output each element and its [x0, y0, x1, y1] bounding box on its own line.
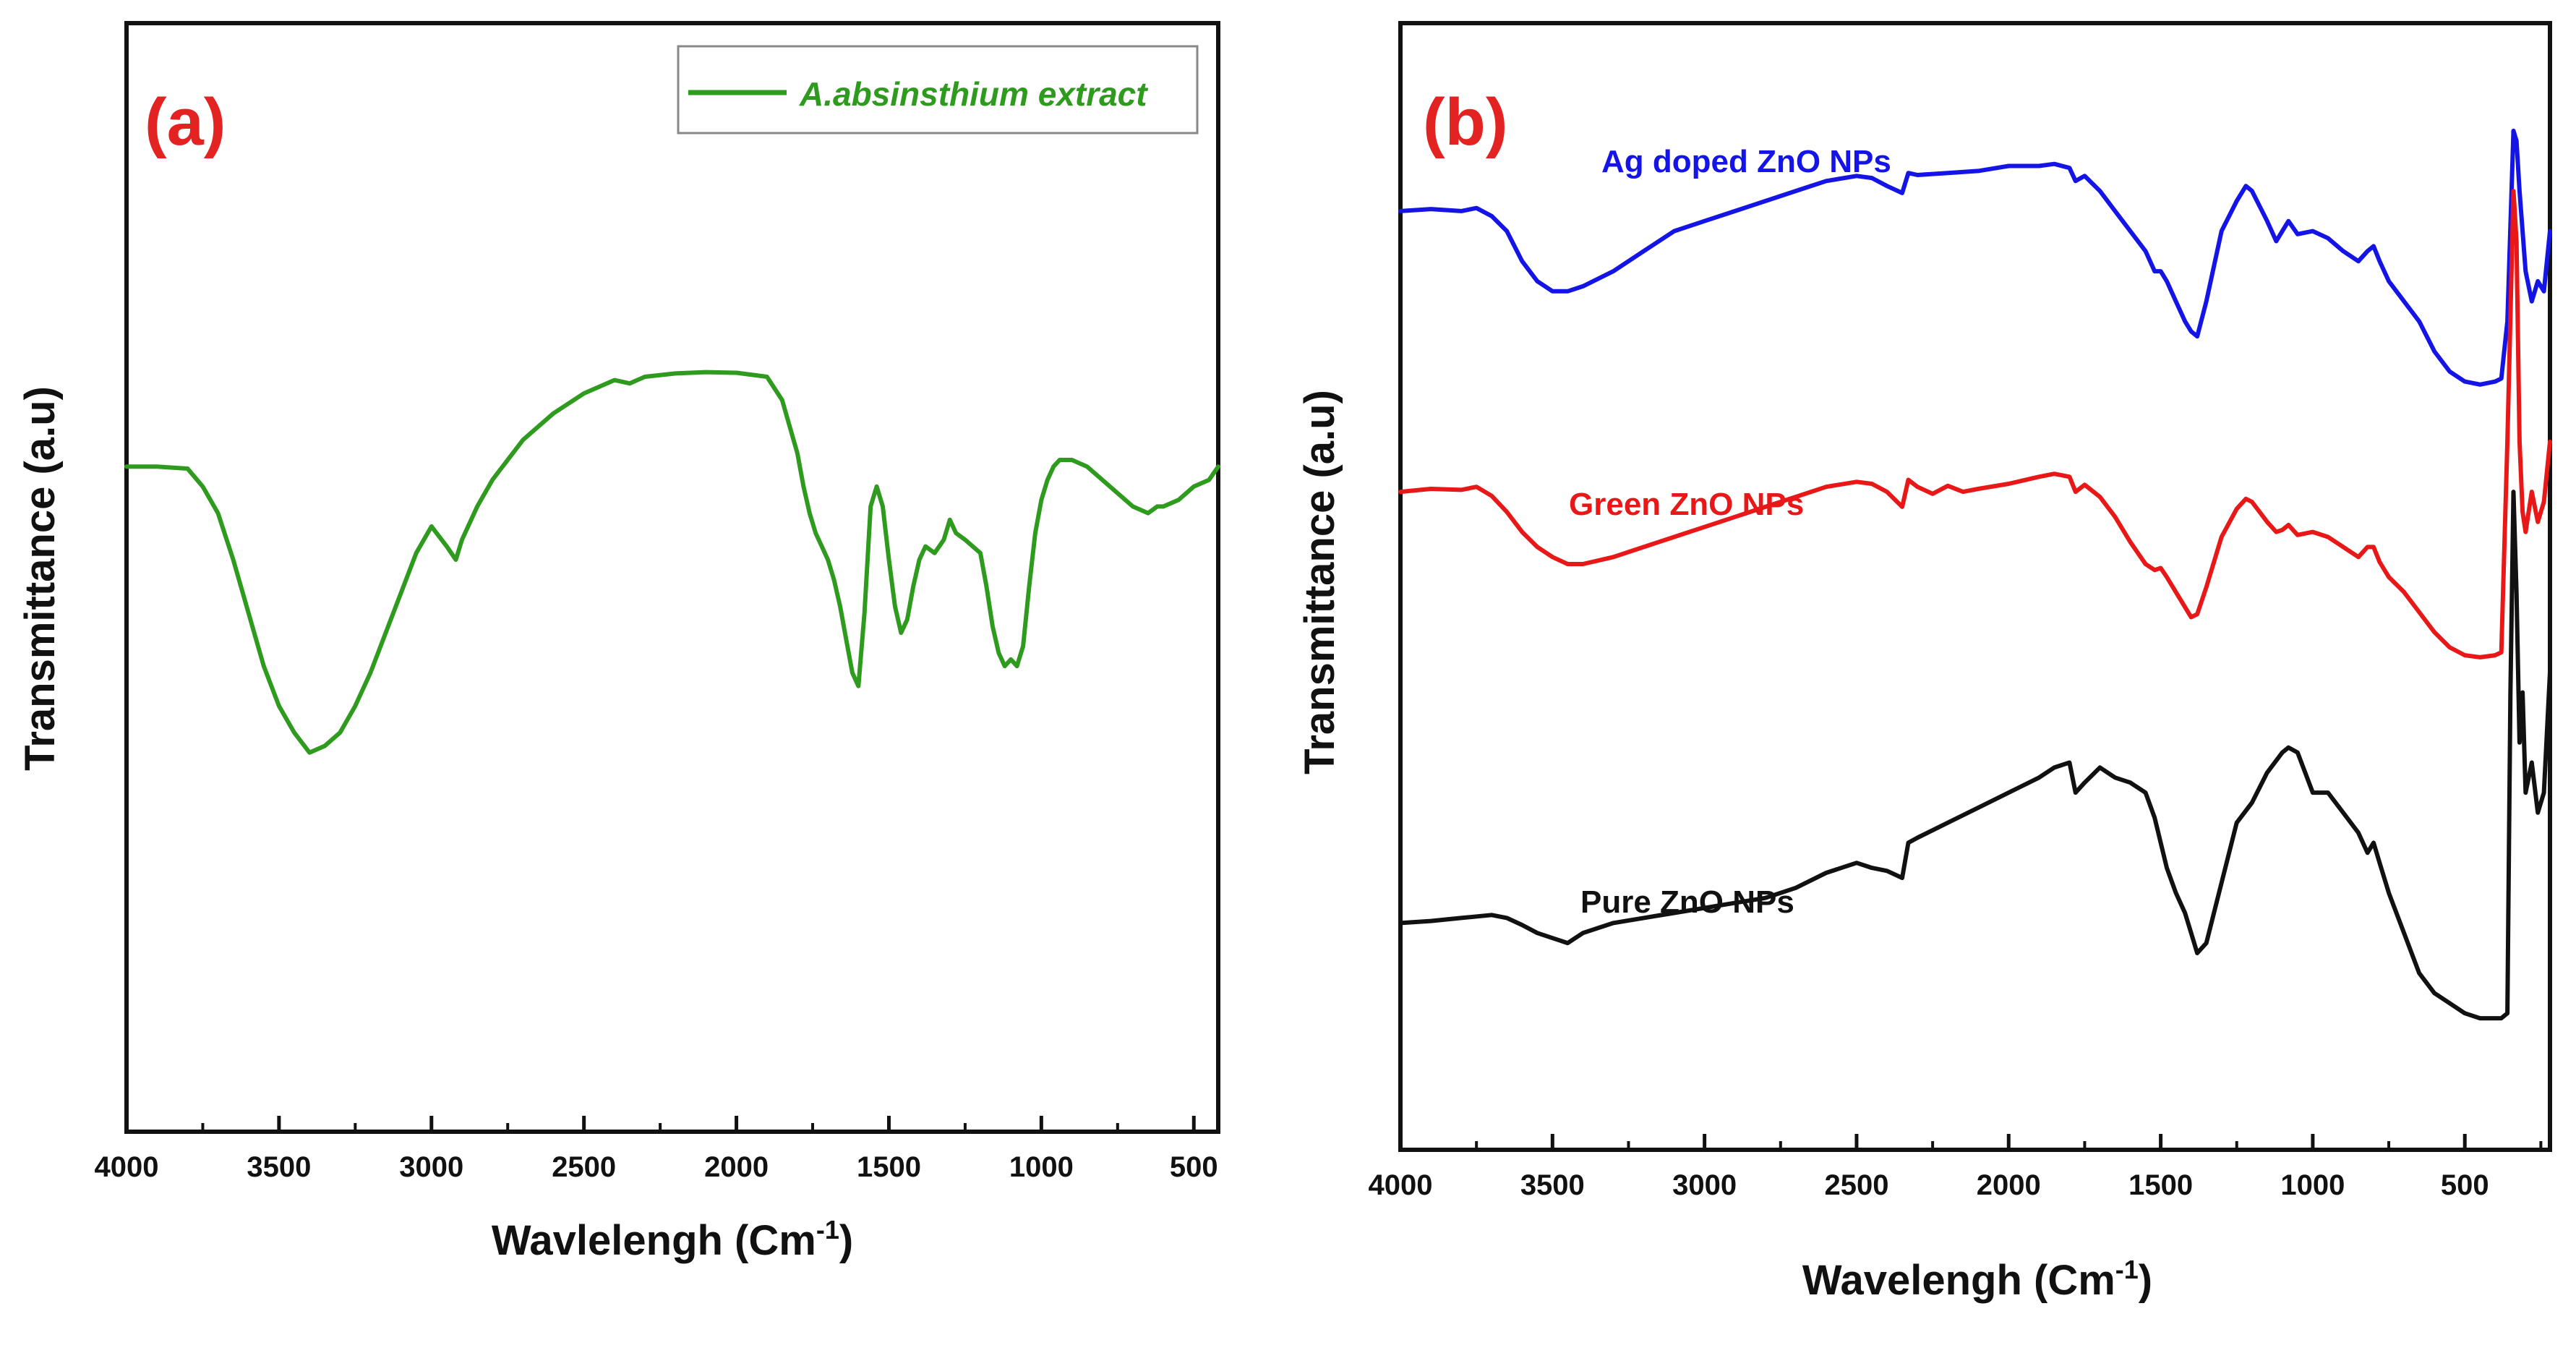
- panel-a-x-axis-label-main: Wavlelengh (Cm: [492, 1217, 816, 1264]
- panel-b-series-label-pure: Pure ZnO NPs: [1580, 884, 1794, 920]
- panel-a-x-tick-label: 2000: [704, 1151, 769, 1183]
- panel-a: 4000 3500 3000 2500 2000 1500 1000 500 (a) A.ab…: [17, 21, 1220, 1264]
- panel-b-x-tick-label: 2000: [1977, 1169, 2041, 1201]
- panel-b-x-axis-label-main: Wavelengh (Cm: [1802, 1257, 2115, 1304]
- panel-a-series-line-0: [124, 370, 1220, 755]
- panel-b-x-axis-label-close: ): [2139, 1257, 2152, 1304]
- panel-a-plot: [124, 370, 1220, 755]
- panel-a-frame: [124, 21, 1220, 1134]
- panel-b-x-tick-label: 1500: [2128, 1169, 2193, 1201]
- panel-b-series-line-1: [1398, 189, 2552, 660]
- panel-b-x-axis-label: Wavelengh (Cm-1): [1802, 1255, 2152, 1304]
- panel-b-plot: [1398, 128, 2552, 1021]
- panel-b-ticks: 4000 3500 3000 2500 2000 1500 1000 500: [1369, 1134, 2543, 1201]
- panel-a-x-axis-label-close: ): [839, 1217, 853, 1264]
- panel-b-series-label-ag: Ag doped ZnO NPs: [1601, 144, 1891, 179]
- panel-a-x-tick-label: 1000: [1009, 1151, 1074, 1183]
- panel-b-series-line-0: [1398, 128, 2552, 387]
- panel-b-x-tick-label: 3000: [1672, 1169, 1737, 1201]
- panel-b-x-tick-label: 4000: [1369, 1169, 1433, 1201]
- panel-b-series-line-2: [1398, 490, 2552, 1021]
- panel-b-series-label-green: Green ZnO NPs: [1569, 487, 1804, 522]
- panel-a-legend-box: [677, 45, 1199, 135]
- panel-a-x-tick-label: 500: [1170, 1151, 1218, 1183]
- panel-a-x-tick-label: 3500: [247, 1151, 311, 1183]
- panel-b-tag: (b): [1423, 85, 1507, 159]
- panel-b-x-tick-label: 3500: [1520, 1169, 1585, 1201]
- panel-a-legend: A.absinsthium extract: [677, 45, 1199, 135]
- panel-a-ticks: 4000 3500 3000 2500 2000 1500 1000 500: [95, 1116, 1218, 1183]
- panel-b-x-axis-label-sup: -1: [2115, 1255, 2139, 1284]
- panel-a-x-tick-label: 1500: [857, 1151, 921, 1183]
- panel-b-y-axis-label: Transmittance (a.u): [1296, 390, 1343, 774]
- panel-b: 4000 3500 3000 2500 2000 1500 1000 500 (b) Ag d…: [1296, 21, 2552, 1304]
- panel-a-tag: (a): [145, 85, 226, 159]
- panel-a-x-tick-label: 2500: [552, 1151, 616, 1183]
- panel-a-x-axis-label-sup: -1: [816, 1215, 839, 1245]
- panel-b-x-tick-label: 500: [2441, 1169, 2489, 1201]
- panel-a-legend-label: A.absinsthium extract: [799, 75, 1148, 113]
- panel-a-x-tick-label: 3000: [399, 1151, 463, 1183]
- panel-b-x-tick-label: 2500: [1824, 1169, 1888, 1201]
- panel-a-y-axis-label: Transmittance (a.u): [17, 386, 64, 771]
- panel-b-frame: [1398, 21, 2552, 1152]
- panel-a-x-axis-label: Wavlelengh (Cm-1): [492, 1215, 853, 1264]
- panel-b-x-tick-label: 1000: [2280, 1169, 2345, 1201]
- panel-a-x-tick-label: 4000: [95, 1151, 159, 1183]
